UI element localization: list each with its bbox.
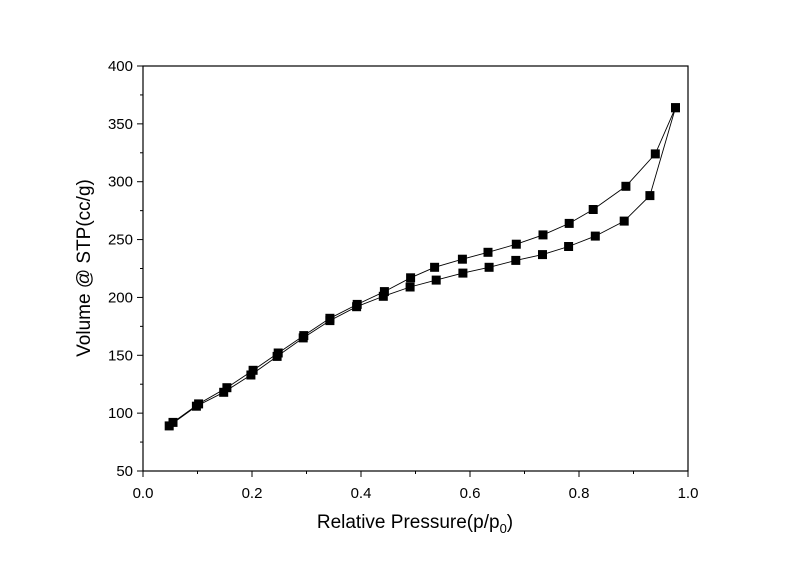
- data-point: [483, 247, 493, 257]
- data-point: [619, 216, 629, 226]
- data-point: [299, 331, 309, 341]
- x-axis-ticks: 0.0 0.2 0.4 0.6 0.8 1.0: [133, 471, 699, 502]
- data-point: [671, 103, 680, 113]
- data-point: [273, 348, 283, 358]
- x-axis-title: Relative Pressure(p/p0): [317, 512, 513, 536]
- data-point: [645, 191, 655, 201]
- data-point: [431, 275, 441, 285]
- data-point: [564, 242, 574, 251]
- data-point: [621, 181, 631, 191]
- data-point: [246, 370, 256, 380]
- x-tick-label: 0.2: [242, 485, 263, 502]
- data-point: [588, 205, 598, 214]
- data-point: [194, 399, 204, 409]
- series-line-1: [168, 107, 676, 427]
- series-layer: [164, 103, 680, 431]
- data-point: [538, 250, 547, 260]
- data-point: [650, 149, 660, 159]
- x-tick-label: 0.4: [351, 485, 372, 502]
- data-point: [406, 273, 416, 283]
- data-point: [538, 230, 548, 240]
- data-point: [219, 387, 229, 397]
- data-point: [511, 239, 521, 249]
- x-tick-label: 1.0: [678, 485, 699, 502]
- x-axis-title-main: Relative Pressure(p/p: [317, 512, 500, 533]
- data-point: [430, 262, 440, 272]
- x-tick-label: 0.6: [460, 485, 481, 502]
- data-point: [325, 313, 335, 323]
- y-tick-label: 50: [116, 463, 133, 480]
- plot-frame: [142, 65, 689, 472]
- data-point: [484, 262, 494, 272]
- data-point: [458, 268, 468, 278]
- data-point: [379, 287, 389, 297]
- data-point: [457, 254, 467, 264]
- data-point: [222, 383, 232, 393]
- y-tick-label: 350: [108, 116, 133, 133]
- x-tick-label: 0.8: [569, 485, 590, 502]
- data-point: [378, 291, 388, 301]
- y-tick-label: 250: [108, 232, 133, 249]
- data-point: [590, 231, 600, 241]
- y-axis-title: Volume @ STP(cc/g): [74, 179, 95, 357]
- x-axis-title-suffix: ): [507, 512, 513, 533]
- data-point: [168, 417, 178, 427]
- data-point: [405, 282, 415, 292]
- data-point: [352, 299, 362, 309]
- plot-border: [142, 65, 689, 472]
- x-axis-title-subscript: 0: [500, 521, 507, 536]
- x-tick-label: 0.0: [133, 485, 154, 502]
- y-tick-label: 300: [108, 174, 133, 191]
- y-tick-label: 200: [108, 289, 133, 306]
- data-point: [248, 365, 258, 375]
- y-tick-label: 400: [108, 58, 133, 75]
- data-point: [511, 255, 521, 265]
- data-point: [564, 218, 574, 228]
- y-tick-label: 100: [108, 405, 133, 422]
- y-axis-ticks: 50 100 150 200 250 300 350 400: [108, 58, 143, 480]
- y-tick-label: 150: [108, 347, 133, 364]
